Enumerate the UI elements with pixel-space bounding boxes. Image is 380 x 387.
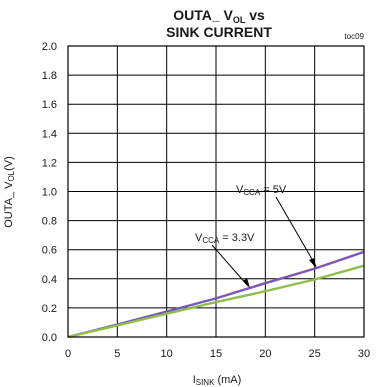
plot-border xyxy=(67,45,365,338)
x-tick-label-4: 20 xyxy=(259,348,271,360)
title-sub: OL xyxy=(233,15,246,25)
x-axis-label: ISINK (mA) xyxy=(193,374,242,387)
arrow-3v3-head xyxy=(243,278,250,288)
series-label-3v3: VCCA = 3.3V xyxy=(195,232,255,245)
plot-frame xyxy=(67,45,365,338)
y-tick-labels: 0.0 0.2 0.4 0.6 0.8 1.0 1.2 1.4 1.6 1.8 2.0 xyxy=(42,41,57,344)
x-tick-label-5: 25 xyxy=(309,348,321,360)
x-tick-label-3: 15 xyxy=(210,348,222,360)
y-tick-label-2: 0.4 xyxy=(42,274,57,286)
x-tick-label-0: 0 xyxy=(65,348,71,360)
y-tick-label-6: 1.2 xyxy=(42,157,57,169)
y-tick-label-5: 1.0 xyxy=(42,187,57,199)
arrow-3v3 xyxy=(211,244,249,287)
y-tick-label-9: 1.8 xyxy=(42,70,57,82)
arrow-5v-head xyxy=(309,258,316,268)
chart-tag: toc09 xyxy=(344,32,364,41)
y-tick-label-7: 1.4 xyxy=(42,128,57,140)
x-tick-label-2: 10 xyxy=(161,348,173,360)
y-tick-label-4: 0.8 xyxy=(42,216,57,228)
y-axis-label: OUTA_ VOL(V) xyxy=(3,156,16,228)
x-tick-label-1: 5 xyxy=(114,348,120,360)
arrow-5v xyxy=(275,196,317,267)
x-tick-label-6: 30 xyxy=(358,348,370,360)
annotation-arrows xyxy=(211,196,317,288)
title-tail: vs xyxy=(245,7,265,23)
chart-title-line2: SINK CURRENT xyxy=(166,24,272,40)
y-tick-label-0: 0.0 xyxy=(42,332,57,344)
x-tick-labels: 0 5 10 15 20 25 30 xyxy=(65,348,370,360)
series-lines xyxy=(67,250,365,339)
series-label-5v: VCCA = 5V xyxy=(236,184,287,197)
chart-title-line1: OUTA_ VOL vs xyxy=(173,7,265,25)
y-tick-label-10: 2.0 xyxy=(42,41,57,53)
y-tick-label-3: 0.6 xyxy=(42,245,57,257)
y-tick-label-8: 1.6 xyxy=(42,99,57,111)
series-line-1 xyxy=(67,264,365,339)
title-main: OUTA_ V xyxy=(173,7,233,23)
grid xyxy=(67,45,365,338)
y-tick-label-1: 0.2 xyxy=(42,303,57,315)
